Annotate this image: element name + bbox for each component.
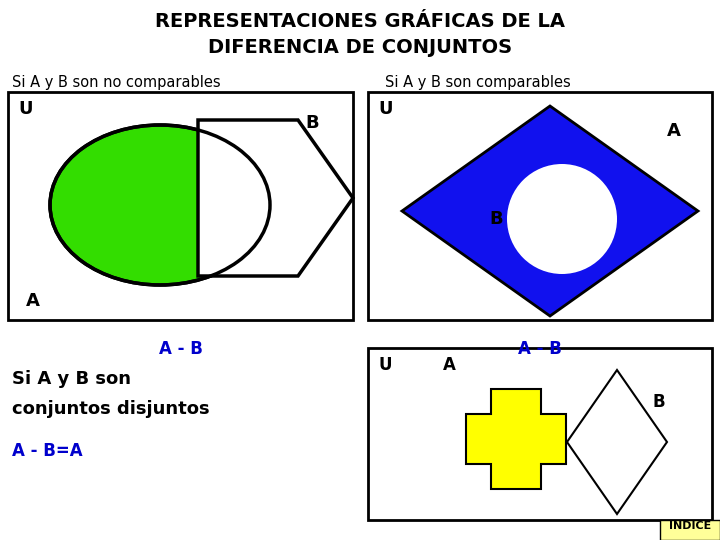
- Polygon shape: [466, 389, 566, 489]
- Text: B: B: [489, 210, 503, 228]
- Text: B: B: [652, 393, 665, 411]
- Bar: [660, 520, 720, 540]
- Text: A - B: A - B: [518, 340, 562, 358]
- Polygon shape: [567, 370, 667, 514]
- Polygon shape: [198, 120, 353, 276]
- Text: REPRESENTACIONES GRÁFICAS DE LA: REPRESENTACIONES GRÁFICAS DE LA: [155, 12, 565, 31]
- Text: B: B: [305, 114, 319, 132]
- Text: Si A y B son: Si A y B son: [12, 370, 131, 388]
- Text: A - B: A - B: [158, 340, 202, 358]
- Text: Si A y B son no comparables: Si A y B son no comparables: [12, 75, 220, 90]
- Text: A - B=A: A - B=A: [12, 442, 83, 460]
- Text: A: A: [667, 122, 681, 140]
- Text: DIFERENCIA DE CONJUNTOS: DIFERENCIA DE CONJUNTOS: [208, 38, 512, 57]
- Text: A: A: [443, 356, 456, 374]
- Polygon shape: [402, 106, 698, 316]
- Text: Si A y B son comparables: Si A y B son comparables: [385, 75, 571, 90]
- Ellipse shape: [50, 125, 270, 285]
- Text: A: A: [26, 292, 40, 310]
- Text: U: U: [378, 356, 392, 374]
- Text: U: U: [18, 100, 32, 118]
- Text: conjuntos disjuntos: conjuntos disjuntos: [12, 400, 210, 418]
- Bar: [8, 92, 353, 320]
- Bar: [368, 92, 712, 320]
- Circle shape: [507, 164, 617, 274]
- Text: U: U: [378, 100, 392, 118]
- Text: INDICE: INDICE: [669, 521, 711, 531]
- Bar: [368, 348, 712, 520]
